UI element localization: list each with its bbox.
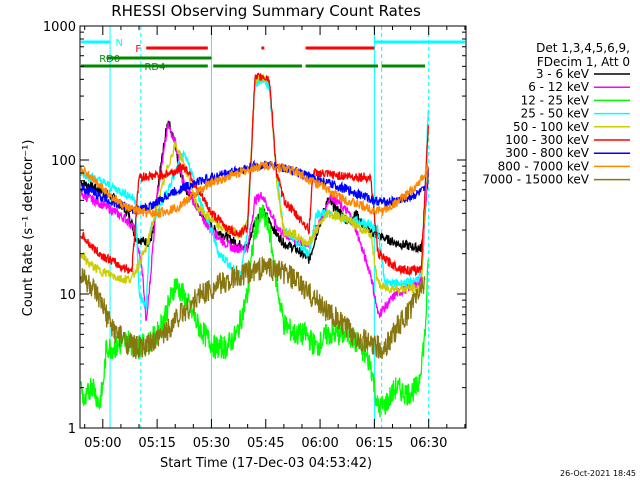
legend-label-1: 6 - 12 keV xyxy=(528,80,590,94)
legend-title-line1: Det 1,3,4,5,6,9, xyxy=(536,41,630,55)
legend-label-7: 800 - 7000 keV xyxy=(498,159,590,173)
axes-frame xyxy=(79,25,467,429)
series-line-6 xyxy=(80,159,426,215)
plot-clip-group xyxy=(80,26,465,428)
x-tick-label-6: 06:30 xyxy=(410,436,447,451)
x-tick-label-4: 06:00 xyxy=(301,436,338,451)
y-tick-label-0: 1 xyxy=(68,422,76,437)
status-bar-label-n: N xyxy=(115,38,122,49)
x-tick-label-5: 06:15 xyxy=(356,436,393,451)
x-axis-label: Start Time (17-Dec-03 04:53:42) xyxy=(160,456,372,471)
legend-label-8: 7000 - 15000 keV xyxy=(482,173,589,187)
legend-label-0: 3 - 6 keV xyxy=(536,67,590,81)
legend-label-2: 12 - 25 keV xyxy=(521,93,590,107)
chart-title: RHESSI Observing Summary Count Rates xyxy=(111,2,421,20)
series-line-7 xyxy=(80,160,429,219)
footer-date: 26-Oct-2021 18:45 xyxy=(560,469,636,478)
legend-label-3: 25 - 50 keV xyxy=(521,107,590,121)
y-tick-label-1: 10 xyxy=(59,288,76,303)
y-tick-label-3: 1000 xyxy=(43,20,76,35)
x-tick-label-2: 05:30 xyxy=(193,436,230,451)
x-tick-label-0: 05:00 xyxy=(84,436,121,451)
series-line-8 xyxy=(80,256,426,360)
status-bar-label-f: F xyxy=(135,44,141,55)
legend-label-5: 100 - 300 keV xyxy=(505,133,589,147)
plot-area: N F RD0 RD4 xyxy=(80,26,465,428)
series-line-1 xyxy=(80,121,429,321)
legend-label-6: 300 - 800 keV xyxy=(505,146,589,160)
axes: 1 10 100 1000 05:00 05:15 05:30 05:45 06:00 06:15… xyxy=(43,20,467,451)
status-bar-label-rd0: RD0 xyxy=(99,54,120,65)
series-line-0 xyxy=(80,120,429,264)
legend-title-line2: FDecim 1, Att 0 xyxy=(537,55,630,69)
x-tick-label-1: 05:15 xyxy=(138,436,175,451)
y-axis-label: Count Rate (s⁻¹ detector⁻¹) xyxy=(21,140,36,317)
status-bar-label-rd4: RD4 xyxy=(144,62,165,73)
y-tick-label-2: 100 xyxy=(51,154,76,169)
legend-label-4: 50 - 100 keV xyxy=(513,120,590,134)
legend: Det 1,3,4,5,6,9, FDecim 1, Att 0 3 - 6 k… xyxy=(482,41,630,187)
x-tick-label-3: 05:45 xyxy=(247,436,284,451)
series-line-5 xyxy=(80,72,429,277)
